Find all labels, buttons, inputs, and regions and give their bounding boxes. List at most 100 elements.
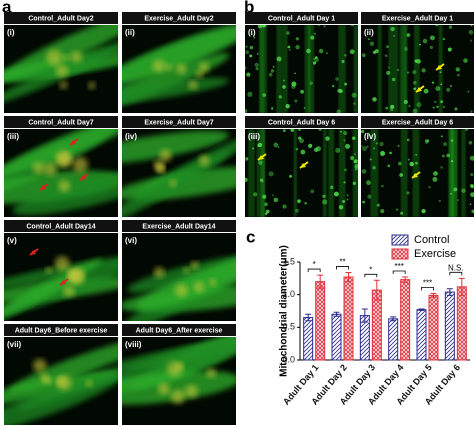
mito xyxy=(470,173,474,177)
mito xyxy=(361,130,365,134)
mito xyxy=(258,160,263,165)
granule xyxy=(184,384,199,398)
bar xyxy=(388,318,399,361)
y-axis-label: Mitochondrial diameter(μm) xyxy=(279,245,290,377)
mito xyxy=(340,130,342,133)
mito xyxy=(325,136,330,141)
mito xyxy=(381,184,384,188)
tissue xyxy=(4,258,103,321)
error-bar xyxy=(373,279,380,301)
micrograph xyxy=(4,337,118,425)
mito xyxy=(330,185,334,190)
granule xyxy=(190,261,199,270)
mito xyxy=(388,66,390,69)
image-title: Exercise_Adult Day2 xyxy=(144,15,213,22)
mito xyxy=(379,141,384,147)
mito xyxy=(397,144,400,147)
tissue xyxy=(4,372,118,425)
mito xyxy=(352,181,357,186)
mito xyxy=(247,91,253,97)
mito xyxy=(416,102,422,108)
fiber xyxy=(248,129,255,217)
mito xyxy=(367,194,372,199)
mito xyxy=(391,77,396,82)
mito xyxy=(314,56,318,59)
mito xyxy=(467,90,470,93)
mito xyxy=(268,171,274,177)
mito xyxy=(369,158,372,161)
fiber xyxy=(353,25,358,113)
mito xyxy=(385,106,389,110)
mito xyxy=(434,171,438,176)
image-tag: (viii) xyxy=(125,340,142,349)
mito xyxy=(268,72,273,77)
mito xyxy=(291,81,297,87)
mito xyxy=(338,204,344,210)
mito xyxy=(442,38,445,41)
mito xyxy=(450,159,454,163)
sig-label: N.S. xyxy=(448,263,464,272)
mito xyxy=(309,81,313,85)
mito xyxy=(367,38,370,41)
mito xyxy=(282,85,286,89)
mito xyxy=(262,93,267,97)
mito xyxy=(289,174,293,178)
mito xyxy=(413,87,417,91)
mito xyxy=(323,25,326,28)
mito xyxy=(353,153,356,156)
bar xyxy=(371,289,382,361)
mito xyxy=(432,106,435,109)
mito xyxy=(318,25,320,27)
granule xyxy=(33,358,47,373)
mito xyxy=(366,132,370,136)
mito xyxy=(245,50,250,55)
mito xyxy=(406,138,410,142)
bar xyxy=(315,281,326,361)
granule xyxy=(46,49,63,66)
y-tick-label: 0.5 xyxy=(282,322,295,332)
image-title: Exercise_Adult Day 6 xyxy=(382,119,453,126)
granule xyxy=(198,155,210,166)
mito xyxy=(468,30,474,35)
sig-bracket xyxy=(336,266,349,270)
mito xyxy=(298,129,301,131)
arrow-head xyxy=(412,173,418,178)
arrow-head xyxy=(60,280,66,285)
mito xyxy=(414,59,418,63)
title-band xyxy=(122,12,236,24)
mito xyxy=(471,209,474,214)
mito xyxy=(372,97,377,102)
fiber xyxy=(414,25,420,113)
granule xyxy=(195,70,204,79)
mito xyxy=(310,35,315,40)
sig-label: * xyxy=(313,260,316,269)
granule xyxy=(208,278,217,287)
tissue xyxy=(4,25,118,81)
panel-label: b xyxy=(244,0,254,16)
micrograph xyxy=(122,25,236,113)
mito xyxy=(295,148,299,151)
mito xyxy=(342,199,346,203)
granule xyxy=(183,267,190,274)
mito xyxy=(361,53,366,58)
tissue xyxy=(4,129,118,178)
granule xyxy=(72,157,89,173)
mito xyxy=(440,135,443,138)
legend-label: Control xyxy=(414,234,449,246)
mito xyxy=(421,209,426,214)
granule xyxy=(55,64,69,78)
bar xyxy=(416,309,427,361)
mito xyxy=(349,49,355,55)
granule xyxy=(62,54,70,61)
mito xyxy=(300,89,304,94)
fiber xyxy=(401,25,407,113)
mito xyxy=(369,41,375,46)
mito xyxy=(440,83,443,86)
tissue xyxy=(4,256,118,289)
mito xyxy=(425,139,429,143)
micrograph xyxy=(4,233,118,321)
micrograph xyxy=(122,233,236,321)
mito xyxy=(259,178,264,182)
sig-bracket xyxy=(307,268,321,273)
mito xyxy=(409,161,415,167)
